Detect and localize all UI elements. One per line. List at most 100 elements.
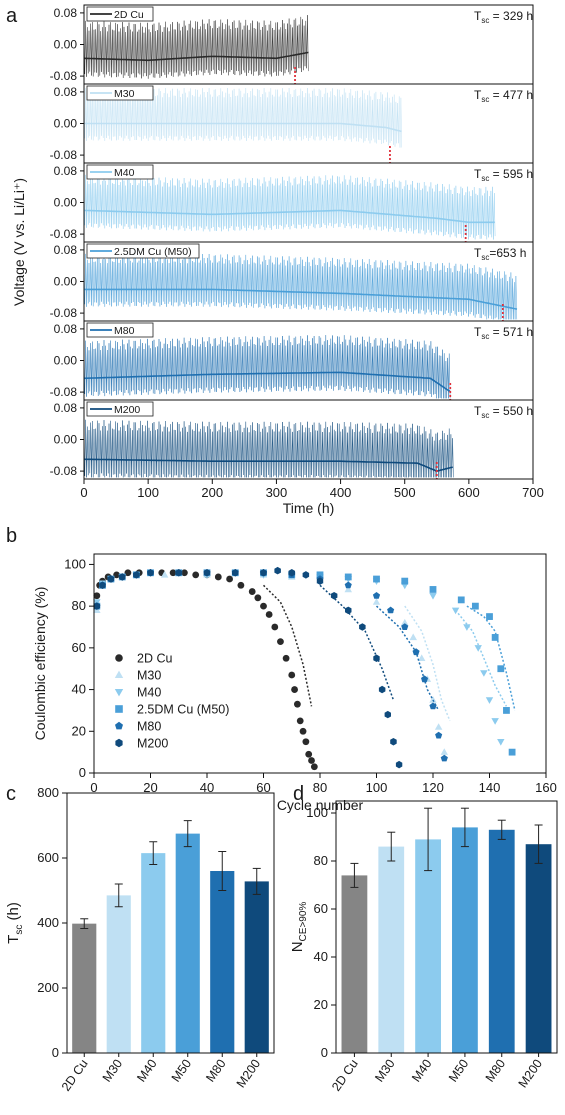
tsc-bar-0 [72,923,97,1053]
voltage-y-tick-label-2: 0.00 [54,196,78,210]
tsc-annotation-2: Tsc = 595 h [474,167,533,183]
ce-point-0 [308,757,315,764]
voltage-baseline-5 [84,458,453,472]
ce-point-5 [99,581,106,589]
ce-point-1 [344,585,352,593]
nce-y-tick-label: 20 [314,997,328,1012]
ce-point-0 [254,594,262,602]
tsc-plot-frame [66,792,275,1054]
ce-point-3 [491,634,499,641]
tsc-y-tick-label: 0 [52,1045,59,1060]
panel-a-voltage-chart: 0.08 0.00 -0.08 2D Cu Tsc = 329 h 0.08 0.00 -0.… [11,4,544,516]
ce-legend-marker-5 [115,738,123,748]
ce-point-0 [294,700,301,708]
ce-point-1 [160,570,169,578]
tsc-y-tick-label: 200 [37,980,59,995]
nce-x-tick-label-3: M50 [446,1057,471,1085]
ce-point-3 [401,577,409,585]
tsc-y-axis-title: Tsc (h) [5,902,25,944]
ce-point-0 [192,571,200,579]
ce-point-4 [435,731,443,739]
tsc-annotation-0: Tsc = 329 h [474,9,533,25]
nce-y-tick-label: 100 [306,805,328,820]
ce-point-1 [409,633,417,641]
voltage-y-tick-label-5: -0.08 [50,464,78,478]
tsc-bar-1 [106,895,131,1053]
voltage-legend-box-1 [86,85,154,101]
ce-legend-label-3: 2.5DM Cu (M50) [137,703,229,717]
nce-bar-5 [525,844,552,1053]
ce-fit-curve-3 [466,605,516,711]
tsc-y-tick-label: 600 [37,850,59,865]
ce-point-2 [474,645,482,652]
ce-legend-label-1: M30 [137,669,161,683]
ce-legend-marker-0 [115,654,123,662]
ce-point-3 [486,613,493,620]
voltage-y-tick-label-1: 0.08 [54,85,78,99]
ce-point-0 [296,717,304,725]
tsc-x-tick-label-1: M30 [100,1057,125,1085]
ce-point-0 [282,654,290,662]
nce-bar-0 [341,875,368,1053]
ce-fit-curve-2 [455,609,508,707]
ce-point-5 [133,571,140,579]
voltage-y-tick-label-4: 0.08 [54,322,78,336]
voltage-y-tick-label-0: 0.08 [54,6,78,20]
nce-y-axis-title: NCE>90% [289,902,309,953]
panel-d-nce-bar-chart: 2D Cu M30 M40 M50 M80 M200 0 20 40 60 80 100 NCE>90% [289,800,558,1094]
tsc-x-tick-label-5: M200 [234,1057,263,1091]
nce-x-tick-label-0: 2D Cu [329,1057,361,1094]
voltage-legend-box-2 [86,164,154,180]
ce-point-0 [310,763,318,771]
ce-point-5 [175,569,182,577]
ce-point-3 [344,573,352,581]
ce-legend-label-2: M40 [137,686,161,700]
nce-x-tick-label-5: M200 [516,1057,545,1091]
voltage-y-tick-label-1: 0.00 [54,117,78,131]
ce-x-tick-label: 140 [479,780,501,795]
ce-x-tick-label: 100 [366,780,388,795]
voltage-y-tick-label-1: -0.08 [50,148,78,162]
voltage-x-tick-label: 100 [137,485,159,500]
nce-y-tick-label: 0 [321,1045,328,1060]
nce-x-tick-label-4: M80 [483,1057,508,1085]
voltage-legend-label-5: M200 [114,404,140,416]
voltage-legend-label-4: M80 [114,325,135,337]
voltage-trace-3 [83,253,518,320]
ce-point-5 [288,569,295,577]
ce-point-4 [387,606,395,614]
voltage-legend-label-2: M40 [114,167,135,179]
voltage-legend-label-0: 2D Cu [114,9,144,21]
tsc-x-tick-label-2: M40 [134,1057,159,1085]
ce-point-1 [401,618,409,626]
ce-x-tick-label: 40 [200,780,214,795]
ce-legend-label-0: 2D Cu [137,652,172,666]
tsc-y-tick-label: 400 [37,915,59,930]
ce-point-3 [471,602,479,610]
ce-point-1 [372,598,381,605]
ce-y-tick-label: 20 [72,723,86,738]
ce-point-3 [457,596,465,604]
ce-point-4 [440,754,448,762]
ce-y-axis-title: Coulombic efficiency (%) [32,587,48,741]
ce-point-0 [181,569,188,577]
ce-fit-curve-4 [375,605,440,711]
ce-point-1 [418,654,426,661]
ce-point-0 [299,727,307,735]
nce-bar-3 [452,827,478,1053]
ce-legend-marker-4 [115,721,123,730]
tsc-x-tick-label-3: M50 [169,1057,194,1085]
ce-point-5 [93,602,101,610]
voltage-baseline-0 [83,51,309,62]
voltage-trace-0 [83,15,309,79]
tsc-annotation-4: Tsc = 571 h [474,325,533,341]
ce-y-tick-label: 60 [72,640,86,655]
voltage-y-tick-label-3: -0.08 [50,306,78,320]
voltage-y-tick-label-2: 0.08 [54,164,78,178]
voltage-x-tick-label: 0 [80,485,87,500]
ce-point-0 [214,573,222,581]
voltage-y-tick-label-0: -0.08 [50,69,78,83]
voltage-y-tick-label-0: 0.00 [54,38,78,52]
ce-x-tick-label: 60 [256,780,270,795]
ce-legend-marker-3 [115,705,123,713]
